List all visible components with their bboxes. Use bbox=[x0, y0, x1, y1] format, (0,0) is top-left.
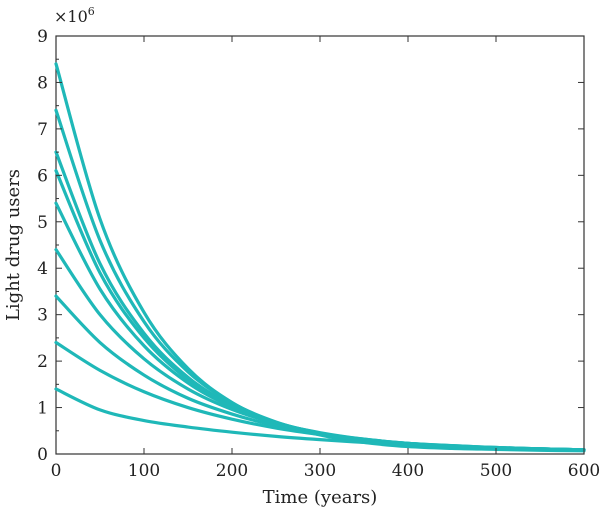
x-tick-label: 0 bbox=[51, 461, 62, 481]
series-line-2 bbox=[54, 108, 586, 452]
y-tick-label: 6 bbox=[37, 166, 48, 186]
x-tick-label: 400 bbox=[392, 461, 424, 481]
y-tick-label: 9 bbox=[37, 27, 48, 47]
series-group bbox=[54, 62, 586, 453]
x-tick-label: 200 bbox=[216, 461, 248, 481]
y-tick-label: 3 bbox=[37, 306, 48, 326]
x-axis: 0 100 200 300 400 500 600 bbox=[51, 36, 600, 481]
x-tick-label: 300 bbox=[304, 461, 336, 481]
y-tick-label: 1 bbox=[37, 399, 48, 419]
series-line-3 bbox=[54, 150, 586, 452]
series-line-8 bbox=[54, 340, 586, 452]
y-axis-label: Light drug users bbox=[3, 169, 24, 321]
series-line-9 bbox=[54, 387, 586, 452]
series-line-1 bbox=[54, 62, 586, 453]
y-tick-label: 8 bbox=[37, 73, 48, 93]
y-tick-label: 5 bbox=[37, 213, 48, 233]
y-tick-label: 7 bbox=[37, 120, 48, 140]
y-axis-multiplier: ×106 bbox=[54, 5, 95, 26]
x-tick-label: 500 bbox=[480, 461, 512, 481]
plot-frame bbox=[55, 35, 585, 455]
y-tick-label: 0 bbox=[37, 445, 48, 465]
x-tick-label: 600 bbox=[568, 461, 600, 481]
y-axis: 0 1 2 3 4 5 6 7 8 9 bbox=[37, 27, 584, 465]
y-tick-label: 4 bbox=[37, 259, 48, 279]
x-tick-label: 100 bbox=[128, 461, 160, 481]
y-tick-label: 2 bbox=[37, 352, 48, 372]
x-axis-label: Time (years) bbox=[263, 487, 378, 508]
